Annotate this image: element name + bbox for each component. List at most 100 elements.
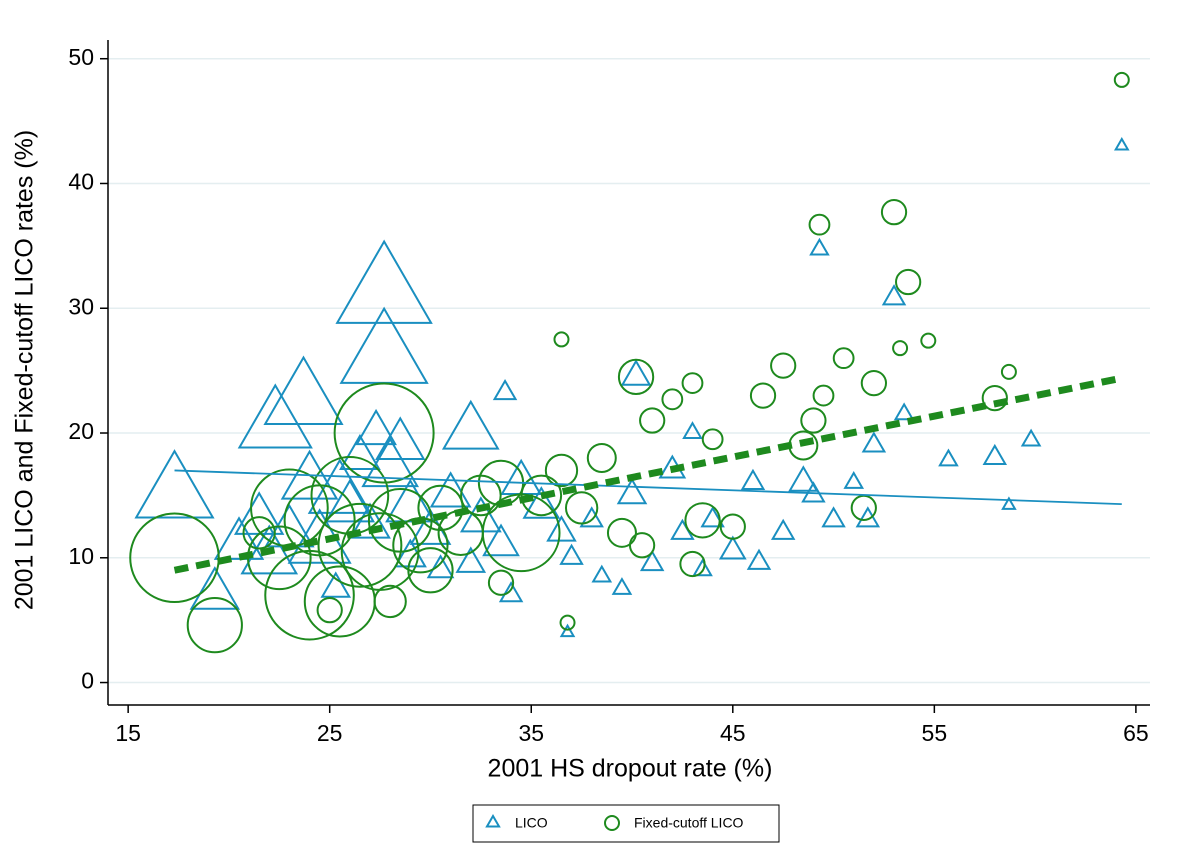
point <box>324 478 376 523</box>
fit-line <box>173 374 1123 574</box>
point <box>417 484 464 532</box>
point <box>800 407 827 434</box>
y-tick-label: 30 <box>68 293 94 319</box>
point <box>186 597 243 654</box>
point <box>498 581 524 603</box>
point <box>492 378 518 401</box>
point <box>559 623 576 638</box>
point <box>481 493 561 573</box>
x-tick-label: 55 <box>922 720 948 746</box>
point <box>692 558 713 577</box>
legend-label: Fixed-cutoff LICO <box>634 815 744 831</box>
point <box>487 569 515 596</box>
point <box>385 478 436 523</box>
point <box>213 516 265 560</box>
point <box>661 388 684 411</box>
point <box>407 547 454 594</box>
point <box>616 477 648 505</box>
x-axis-title: 2001 HS dropout rate (%) <box>488 755 773 783</box>
legend-marker <box>485 813 501 828</box>
point <box>611 577 633 595</box>
y-tick-label: 50 <box>68 44 94 70</box>
point <box>429 471 472 508</box>
y-tick-label: 40 <box>68 169 94 195</box>
point <box>718 535 747 560</box>
legend-label: LICO <box>515 815 548 831</box>
point <box>821 506 846 528</box>
point <box>981 384 1008 412</box>
point <box>719 513 746 540</box>
point <box>670 518 695 540</box>
point <box>684 502 721 539</box>
legend-marker <box>604 815 620 831</box>
point <box>546 515 577 542</box>
point <box>938 448 959 467</box>
x-tick-label: 65 <box>1123 720 1149 746</box>
point <box>237 383 313 449</box>
x-tick-label: 15 <box>115 720 141 746</box>
point <box>639 407 666 434</box>
point <box>361 437 420 488</box>
point <box>482 523 520 557</box>
point <box>606 517 637 548</box>
point <box>317 502 403 588</box>
point <box>620 359 652 386</box>
point <box>455 546 487 573</box>
point <box>339 306 429 384</box>
point <box>843 471 865 489</box>
point <box>855 506 881 528</box>
x-tick-label: 45 <box>720 720 746 746</box>
point <box>892 340 909 357</box>
point <box>881 284 907 306</box>
point <box>639 549 665 572</box>
point <box>1113 137 1130 151</box>
point <box>375 416 426 461</box>
point <box>895 268 922 296</box>
point <box>682 421 703 439</box>
point <box>339 433 381 471</box>
point <box>746 548 772 570</box>
y-tick-label: 10 <box>68 543 94 569</box>
point <box>812 384 835 407</box>
point <box>628 532 656 559</box>
point <box>770 518 796 540</box>
point <box>553 331 570 348</box>
point <box>303 565 376 638</box>
point <box>700 506 725 528</box>
point <box>333 382 435 484</box>
point <box>809 237 830 256</box>
point <box>740 468 766 490</box>
point <box>520 474 563 517</box>
legend-box <box>472 804 780 843</box>
point <box>1001 496 1017 510</box>
point <box>559 614 576 631</box>
point <box>320 571 352 598</box>
point <box>544 453 579 488</box>
point <box>679 550 706 578</box>
point <box>832 347 855 370</box>
point <box>920 332 937 349</box>
point <box>893 402 915 421</box>
fit-line <box>174 469 1122 506</box>
point <box>591 564 613 583</box>
point <box>681 372 704 395</box>
point <box>263 355 344 425</box>
point <box>617 358 655 396</box>
point <box>426 554 455 579</box>
point <box>982 443 1008 466</box>
point <box>770 352 797 379</box>
point <box>579 506 604 528</box>
point <box>459 496 502 533</box>
x-tick-label: 25 <box>317 720 343 746</box>
point <box>242 516 276 550</box>
y-axis-title: 2001 LICO and Fixed-cutoff LICO rates (%… <box>11 130 39 610</box>
point <box>373 584 407 619</box>
point <box>559 543 584 565</box>
point <box>564 491 599 525</box>
point <box>264 549 355 641</box>
x-tick-label: 35 <box>518 720 544 746</box>
point <box>880 199 908 226</box>
point <box>860 369 888 397</box>
point <box>1000 363 1017 380</box>
